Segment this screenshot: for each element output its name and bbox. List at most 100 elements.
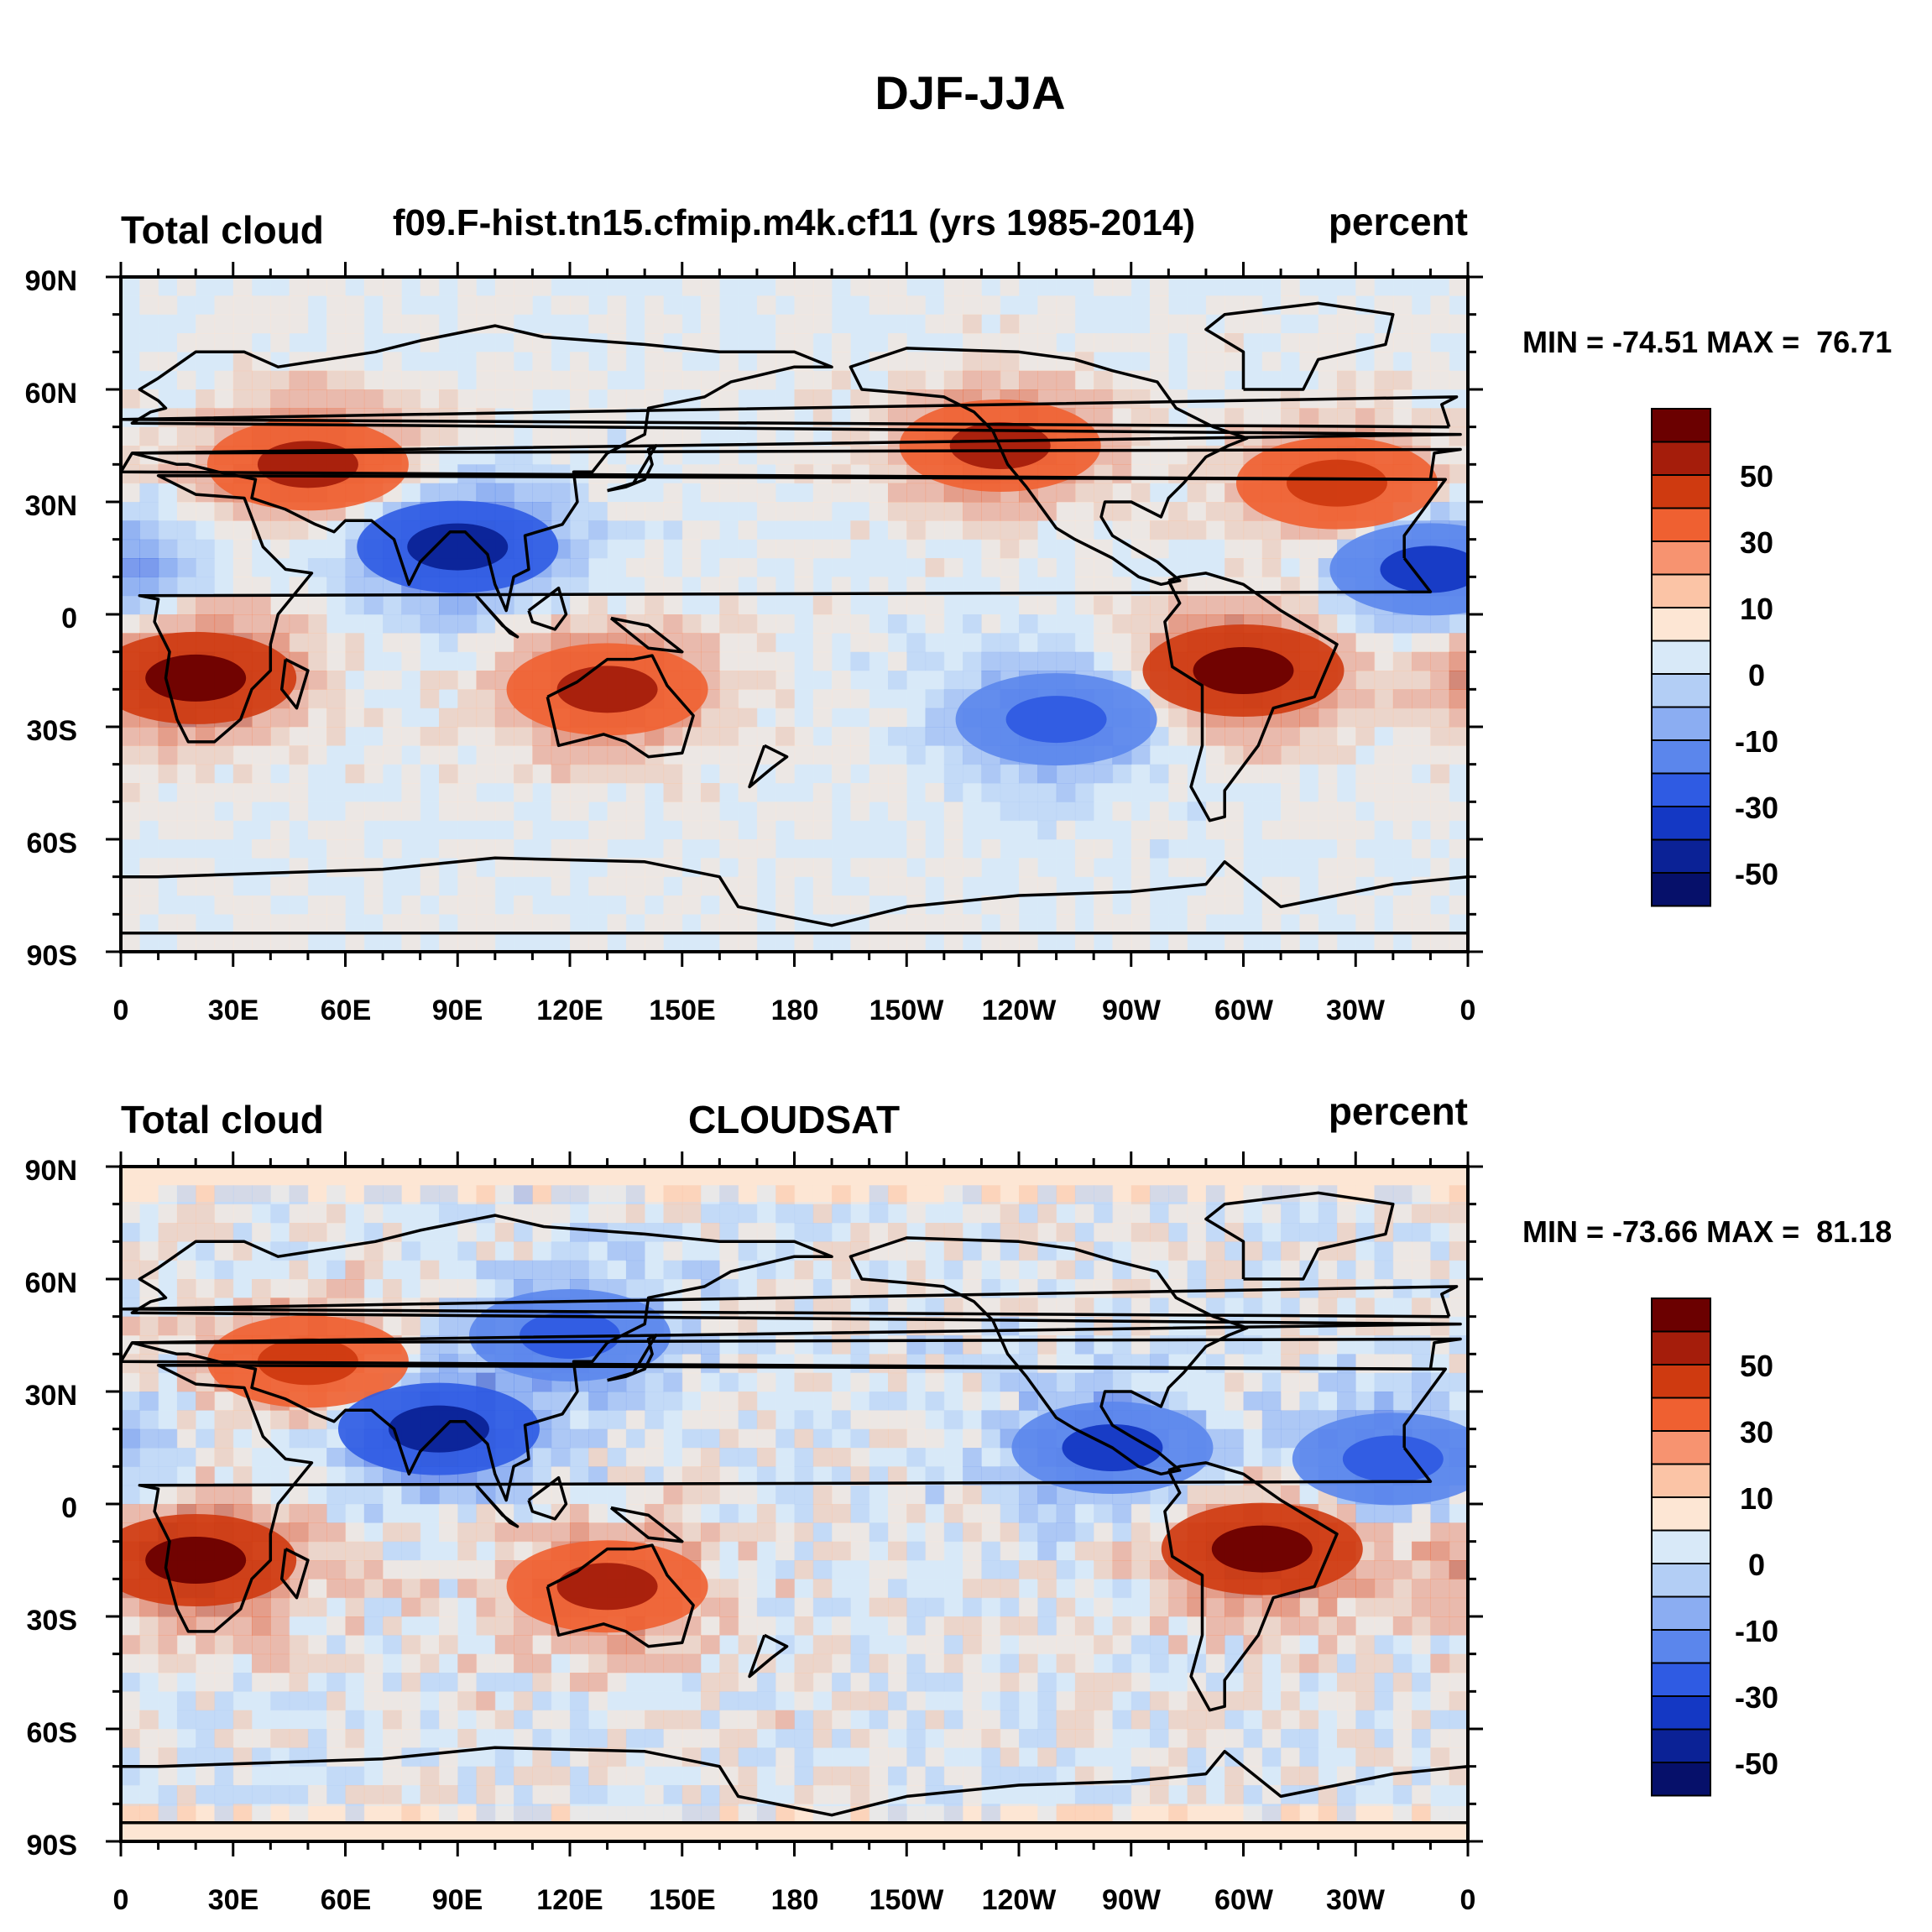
contour-cell <box>1056 539 1076 559</box>
contour-cell <box>158 1223 178 1242</box>
contour-cell <box>719 914 739 934</box>
contour-cell <box>514 1766 533 1786</box>
contour-cell <box>401 370 421 390</box>
contour-cell <box>270 1597 290 1617</box>
contour-cell <box>794 689 814 709</box>
contour-cell <box>645 914 665 934</box>
contour-cell <box>738 651 758 671</box>
contour-cell <box>812 1541 833 1561</box>
contour-cell <box>588 352 608 372</box>
contour-cell <box>252 558 271 577</box>
contour-cell <box>663 520 683 540</box>
contour-cell <box>1374 614 1394 634</box>
contour-cell <box>1299 839 1319 859</box>
contour-cell <box>1261 1673 1282 1692</box>
contour-cell <box>1318 820 1338 840</box>
contour-cell <box>738 689 758 709</box>
contour-cell <box>326 1298 347 1318</box>
contour-cell <box>401 1710 421 1730</box>
contour-cell <box>981 352 1001 372</box>
contour-cell <box>832 1260 851 1280</box>
contour-cell <box>307 932 327 952</box>
contour-cell <box>1019 1541 1038 1561</box>
contour-cell <box>812 858 833 878</box>
contour-cell <box>214 389 234 409</box>
contour-cell <box>794 1766 814 1786</box>
contour-cell <box>532 1729 552 1748</box>
contour-cell <box>383 1204 402 1224</box>
contour-cell <box>326 1616 347 1636</box>
map-panel-cloudsat: Total cloud CLOUDSAT percent 90N 60N 30N… <box>25 1089 1893 1916</box>
contour-cell <box>570 1448 589 1467</box>
contour-cell <box>981 277 1001 296</box>
contour-cell <box>158 745 178 765</box>
contour-cell <box>775 277 796 296</box>
contour-cell <box>532 633 552 653</box>
contour-cell <box>307 1710 327 1730</box>
contour-cell <box>775 595 796 615</box>
contour-cell <box>514 370 533 390</box>
contour-cell <box>794 1710 814 1730</box>
contour-cell <box>457 370 478 390</box>
contour-cell <box>1318 839 1338 859</box>
contour-cell <box>607 1710 627 1730</box>
contour-cell <box>1224 896 1245 915</box>
contour-cell <box>1056 764 1076 784</box>
contour-cell <box>289 1279 309 1298</box>
contour-cell <box>888 1241 907 1261</box>
contour-cell <box>232 577 253 597</box>
contour-cell <box>738 1392 758 1411</box>
contour-cell <box>738 502 758 521</box>
contour-cell <box>1205 896 1225 915</box>
contour-cell <box>1374 783 1394 802</box>
contour-cell <box>289 932 309 952</box>
contour-cell <box>1000 932 1020 952</box>
contour-cell <box>420 745 440 765</box>
contour-cell <box>270 1673 290 1692</box>
contour-cell <box>570 1504 589 1523</box>
contour-cell <box>476 333 496 352</box>
contour-cell <box>681 277 702 296</box>
contour-cell <box>981 370 1001 390</box>
contour-cell <box>121 858 140 878</box>
contour-cell <box>457 1766 478 1786</box>
contour-cell <box>457 651 478 671</box>
contour-cell <box>1000 539 1020 559</box>
contour-cell <box>943 1241 963 1261</box>
contour-cell <box>1168 896 1188 915</box>
contour-cell <box>794 1316 814 1336</box>
contour-cell <box>943 1785 963 1804</box>
contour-cell <box>832 802 851 822</box>
contour-cell <box>1205 595 1225 615</box>
contour-cell <box>812 520 833 540</box>
contour-cell <box>607 914 627 934</box>
contour-cell <box>925 1766 945 1786</box>
contour-cell <box>1019 932 1038 952</box>
contour-cell <box>850 1729 870 1748</box>
contour-cell <box>850 558 870 577</box>
contour-cell <box>121 820 140 840</box>
contour-cell <box>681 595 702 615</box>
contour-cell <box>681 1653 702 1674</box>
contour-cell <box>775 1241 796 1261</box>
contour-cell <box>1337 727 1356 746</box>
contour-cell <box>981 633 1001 653</box>
contour-cell <box>850 1785 870 1804</box>
contour-cell <box>888 502 907 521</box>
contour-cell <box>457 483 478 503</box>
contour-cell <box>738 1372 758 1392</box>
contour-cell <box>570 370 589 390</box>
contour-cell <box>645 502 665 521</box>
lon-axis: 0 30E 60E 90E 120E 150E 180 150W 120W 90… <box>113 995 1476 1026</box>
contour-cell <box>289 1204 309 1224</box>
contour-cell <box>1150 1691 1169 1711</box>
contour-cell <box>812 483 833 503</box>
contour-cell <box>270 1616 290 1636</box>
contour-cell <box>196 352 216 372</box>
contour-cell <box>401 727 421 746</box>
contour-cell <box>888 1485 907 1505</box>
contour-cell <box>476 1504 496 1523</box>
contour-cell <box>270 1466 290 1486</box>
contour-cell <box>943 896 963 915</box>
contour-cell <box>981 1354 1001 1374</box>
